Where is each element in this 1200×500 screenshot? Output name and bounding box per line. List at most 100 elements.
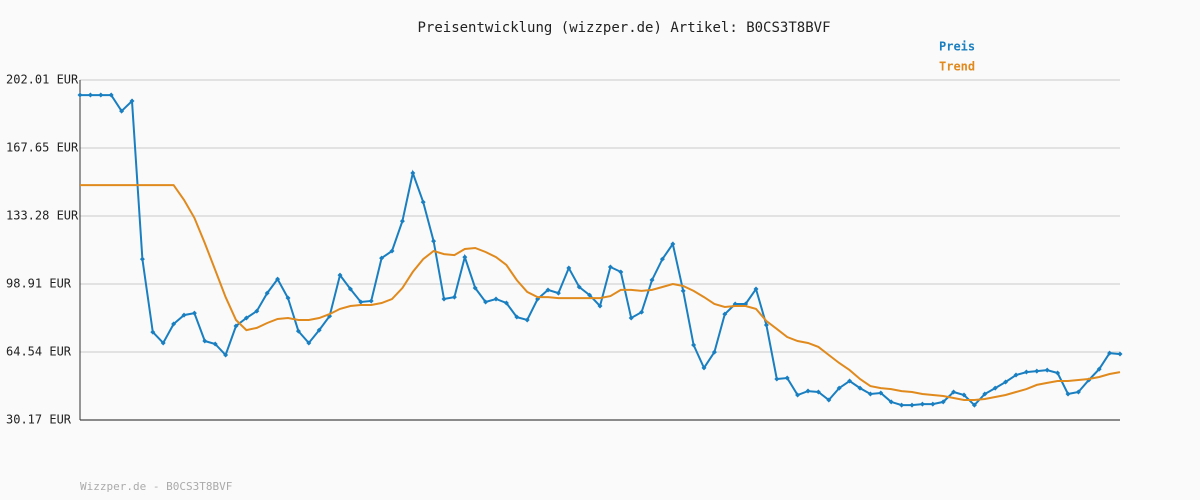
point [587,292,593,298]
point [483,299,489,305]
legend-label: Trend [939,60,975,74]
y-tick-label: 133.28 EUR [6,208,79,222]
point [108,92,114,98]
chart-title: Preisentwicklung (wizzper.de) Artikel: B… [417,20,830,36]
point [223,352,229,358]
point [930,401,936,407]
point [524,317,530,323]
point [961,392,967,398]
y-tick-label: 202.01 EUR [6,73,79,87]
point [680,288,686,294]
point [431,238,437,244]
point [503,300,509,306]
point [659,256,665,262]
point [576,284,582,290]
point [98,92,104,98]
point [1055,370,1061,376]
legend-label: Preis [939,40,975,54]
point [763,322,769,328]
point [1003,379,1009,385]
point [1107,350,1113,356]
point [389,248,395,254]
point [722,311,728,317]
point [451,294,457,300]
point [295,328,301,334]
point [129,98,135,104]
point [441,296,447,302]
point [379,255,385,261]
point [77,92,83,98]
point [1075,389,1081,395]
point [607,264,613,270]
y-tick-label: 30.17 EUR [6,413,72,427]
point [711,349,717,355]
point [701,365,707,371]
point [181,312,187,318]
point [150,329,156,335]
point [1013,372,1019,378]
point [1096,366,1102,372]
point [139,256,145,262]
point [899,402,905,408]
point [940,399,946,405]
point [119,108,125,114]
point [347,286,353,292]
point [982,391,988,397]
point [753,286,759,292]
point [493,296,499,302]
point [358,299,364,305]
point [212,341,218,347]
point [462,254,468,260]
line-1 [80,184,1121,401]
point [670,241,676,247]
point [472,285,478,291]
point [368,298,374,304]
point [639,309,645,315]
point [784,375,790,381]
point [191,310,197,316]
point [243,315,249,321]
point [545,287,551,293]
point [285,295,291,301]
y-tick-label: 64.54 EUR [6,344,72,358]
point [1034,368,1040,374]
point [992,385,998,391]
point [306,340,312,346]
point [878,390,884,396]
point [1065,391,1071,397]
point [919,401,925,407]
footer: Wizzper.de - B0CS3T8BVF [80,480,232,493]
point [826,397,832,403]
point [815,389,821,395]
point [857,385,863,391]
point [316,327,322,333]
point [597,303,603,309]
point [160,340,166,346]
point [87,92,93,98]
point [649,277,655,283]
point [847,378,853,384]
point [628,315,634,321]
point [1044,367,1050,373]
point [774,376,780,382]
point [795,392,801,398]
point [1117,351,1123,357]
point [420,199,426,205]
point [566,265,572,271]
point [691,342,697,348]
point [399,218,405,224]
point [971,402,977,408]
y-tick-label: 98.91 EUR [6,276,72,290]
point [514,314,520,320]
point [618,269,624,275]
point [171,321,177,327]
point [264,290,270,296]
point [275,276,281,282]
point [254,308,260,314]
point [1023,369,1029,375]
point [410,170,416,176]
point [836,385,842,391]
y-tick-label: 167.65 EUR [6,140,79,154]
